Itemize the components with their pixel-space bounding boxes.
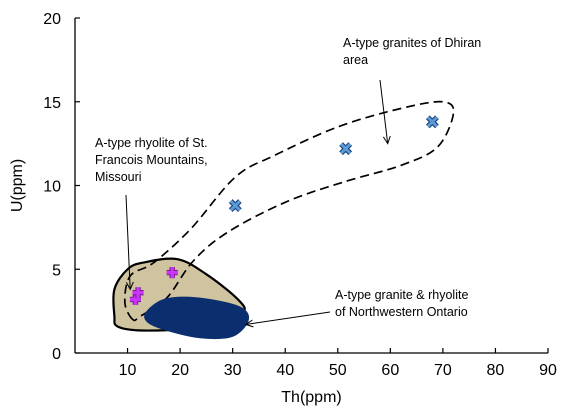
x-marker xyxy=(340,142,352,155)
annotation-label: A-type granite & rhyolite of Northwestern… xyxy=(335,288,468,319)
annotation-label: A-type granites of Dhiran area xyxy=(343,36,481,67)
arrowhead xyxy=(244,319,254,328)
annotation-label: A-type rhyolite of St. Francois Mountains… xyxy=(95,136,208,184)
x-tick-label: 30 xyxy=(224,362,242,379)
x-tick-label: 70 xyxy=(434,362,452,379)
annotation-arrows xyxy=(125,79,391,328)
x-marker xyxy=(229,199,241,212)
regions-layer xyxy=(112,100,455,340)
x-tick-label: 20 xyxy=(171,362,189,379)
arrowhead xyxy=(382,135,391,145)
annotation-arrow xyxy=(125,194,131,290)
x-tick-label: 40 xyxy=(276,362,294,379)
x-tick-label: 50 xyxy=(329,362,347,379)
ticks: 10 20 30 40 50 60 70 80 90 0 5 10 15 20 xyxy=(43,11,557,379)
x-tick-label: 10 xyxy=(119,362,137,379)
plus-marker xyxy=(132,287,144,299)
data-points xyxy=(129,115,439,305)
y-axis-label: U(ppm) xyxy=(9,159,26,212)
y-tick-label: 20 xyxy=(43,11,61,28)
x-axis-label: Th(ppm) xyxy=(281,389,341,406)
y-tick-label: 10 xyxy=(43,179,61,196)
y-tick-label: 15 xyxy=(43,95,61,112)
annotation-arrow xyxy=(379,79,389,144)
y-tick-label: 0 xyxy=(52,346,61,363)
x-tick-label: 60 xyxy=(381,362,399,379)
ontario-region xyxy=(144,296,250,340)
dhiran-region-outline xyxy=(123,100,455,322)
x-marker xyxy=(426,116,439,128)
annotation-arrow xyxy=(245,311,331,326)
annotations: A-type granites of Dhiran area A-type rhyo… xyxy=(95,36,481,319)
x-tick-label: 80 xyxy=(487,362,505,379)
x-tick-label: 90 xyxy=(539,362,557,379)
plus-marker xyxy=(166,267,178,279)
y-tick-label: 5 xyxy=(52,262,61,279)
arrowhead xyxy=(125,281,134,291)
